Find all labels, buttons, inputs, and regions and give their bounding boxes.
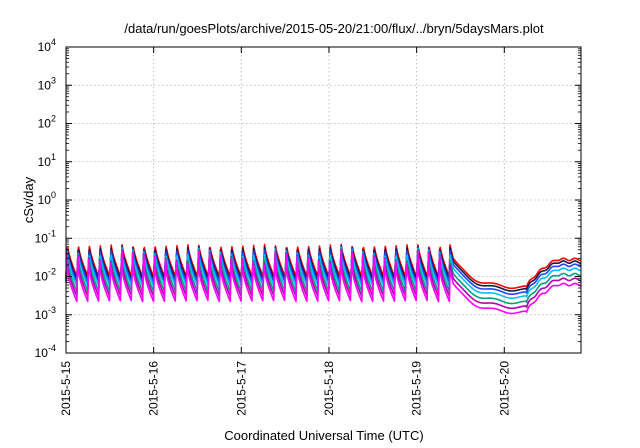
axis-layer — [65, 46, 582, 354]
y-tick-labels: 10-4 10-3 10-2 10-1 100 101 102 103 104 — [35, 37, 56, 360]
series-line — [65, 244, 582, 292]
y-tick-label: 101 — [38, 152, 56, 169]
x-tick-label: 2015-5-15 — [59, 361, 73, 416]
y-tick-label: 103 — [38, 75, 56, 92]
y-tick-label: 102 — [38, 114, 56, 131]
x-tick-label: 2015-5-20 — [497, 361, 511, 416]
x-tick-label: 2015-5-18 — [322, 361, 336, 416]
x-tick-labels: 2015-5-15 2015-5-16 2015-5-17 2015-5-18 2015… — [59, 361, 511, 416]
y-axis-title: cSv/day — [21, 176, 36, 223]
series-line — [65, 245, 582, 296]
series-layer — [65, 243, 582, 315]
series-line — [65, 249, 582, 315]
grid-layer — [66, 47, 581, 353]
x-tick-label: 2015-5-19 — [410, 361, 424, 416]
series-line — [65, 246, 582, 300]
x-axis-title: Coordinated Universal Time (UTC) — [224, 428, 423, 443]
series-line — [65, 243, 582, 290]
chart-title: /data/run/goesPlots/archive/2015-05-20/2… — [124, 21, 544, 36]
series-line — [65, 249, 582, 310]
y-tick-label: 10-3 — [35, 305, 56, 322]
y-tick-label: 10-1 — [35, 228, 56, 245]
y-tick-label: 100 — [38, 190, 56, 207]
y-tick-label: 10-2 — [35, 267, 56, 284]
plot-frame — [65, 46, 582, 354]
series-line — [65, 248, 582, 305]
x-tick-label: 2015-5-16 — [147, 361, 161, 416]
x-tick-label: 2015-5-17 — [234, 361, 248, 416]
y-tick-label: 104 — [38, 37, 56, 54]
y-tick-label: 10-4 — [35, 343, 56, 360]
